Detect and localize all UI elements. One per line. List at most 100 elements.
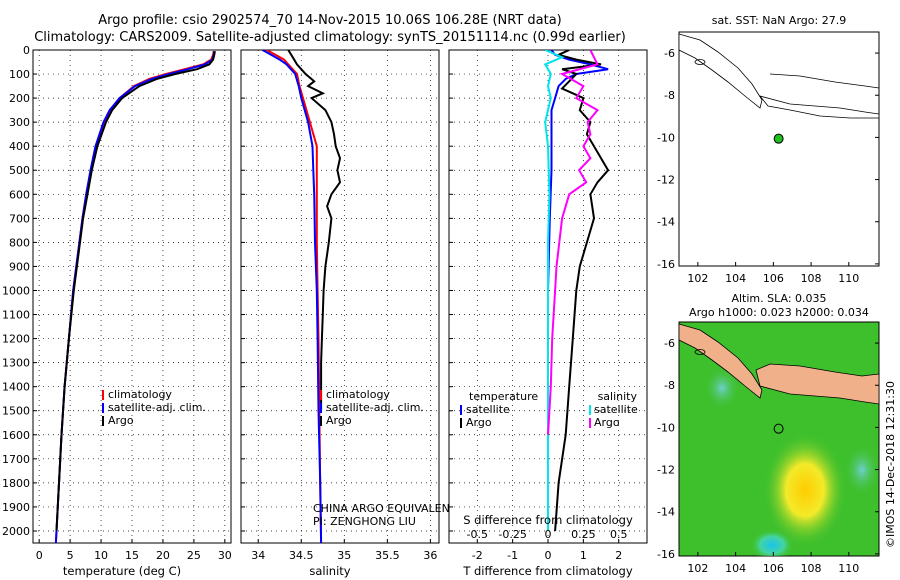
sst-map-lat-label: -14 (657, 216, 675, 229)
depth-tick-label: 1600 (2, 429, 30, 442)
depth-tick-label: 1700 (2, 453, 30, 466)
sla-map-anomaly-cyan (750, 529, 794, 556)
sla-map-anomaly-yellow (763, 432, 847, 548)
sst-map-lat-label: -6 (664, 47, 675, 60)
sla-map-lon-label: 110 (838, 562, 859, 575)
temperature-xtick-label: 25 (187, 549, 201, 562)
depth-tick-label: 1300 (2, 357, 30, 370)
salinity-xtick-label: 35 (337, 549, 351, 562)
sst-map-lon-label: 104 (725, 272, 746, 285)
sst-map-lon-label: 108 (801, 272, 822, 285)
sla-map-lat-label: -14 (657, 506, 675, 519)
sla-map-title-line2: Argo h1000: 0.023 h2000: 0.034 (689, 306, 869, 319)
depth-tick-label: 700 (9, 212, 30, 225)
diff-xtick2-label: -0.5 (467, 528, 488, 541)
salinity-legend-label: climatology (326, 388, 390, 401)
imos-watermark: ©IMOS 14-Dec-2018 12:31:30 (884, 381, 897, 548)
difference-series-s-argo (547, 50, 600, 435)
salinity-xtick-label: 34 (251, 549, 265, 562)
depth-tick-label: 200 (9, 92, 30, 105)
depth-tick-label: 1200 (2, 333, 30, 346)
sla-map-lat-label: -16 (657, 548, 675, 561)
depth-tick-label: 1100 (2, 309, 30, 322)
depth-tick-label: 1000 (2, 284, 30, 297)
sla-map-title-line1: Altim. SLA: 0.035 (731, 292, 826, 305)
salinity-plot-frame (240, 49, 440, 544)
sst-map-argo-marker (773, 133, 784, 144)
temperature-series-argo (55, 51, 216, 532)
temperature-legend-label: climatology (108, 388, 172, 401)
salinity-legend-label: Argo (326, 414, 352, 427)
sla-map-lon-label: 104 (725, 562, 746, 575)
salinity-annotation-line: CHINA ARGO EQUIVALENT (313, 502, 457, 515)
sst-map-lon-label: 102 (687, 272, 708, 285)
salinity-series-satellite-adj-clim- (262, 50, 323, 543)
sst-map-island (694, 59, 706, 65)
sst-map-frame (678, 31, 880, 267)
difference-xtick-label: 1 (580, 549, 587, 562)
sst-map-lat-label: -12 (657, 174, 675, 187)
temperature-xtick-label: 30 (218, 549, 232, 562)
diff-legend-temperature-label: Argo (466, 416, 492, 429)
depth-tick-label: 1400 (2, 381, 30, 394)
difference-series-t-argo (554, 50, 610, 532)
sla-map-lon-label: 102 (687, 562, 708, 575)
temperature-plot-frame (32, 49, 232, 544)
sla-map-anomaly-blue-west (704, 366, 740, 410)
depth-tick-label: 800 (9, 236, 30, 249)
sst-map-lat-label: -16 (657, 258, 675, 271)
difference-xtick-label: -1 (507, 549, 518, 562)
sla-map-lon-label: 106 (763, 562, 784, 575)
depth-tick-label: 500 (9, 164, 30, 177)
depth-tick-label: 1900 (2, 501, 30, 514)
sla-map-land-sumatra (679, 323, 763, 399)
sla-map-anomaly-blue-east (844, 444, 879, 496)
diff-legend-temperature-title: temperature (469, 390, 538, 403)
sla-map-argo-marker (773, 423, 784, 434)
sla-map-lat-label: -8 (664, 379, 675, 392)
sst-map-lat-label: -8 (664, 89, 675, 102)
temperature-xlabel: temperature (deg C) (63, 564, 181, 578)
diff-xlabel-salinity: S difference from climatology (463, 513, 633, 527)
temperature-xtick-label: 20 (156, 549, 170, 562)
difference-xlabel: T difference from climatology (462, 564, 633, 578)
sst-map: sat. SST: NaN Argo: 27.9 102 104 106 108 110… (657, 14, 880, 285)
temperature-xtick-label: 5 (67, 549, 74, 562)
sst-map-title: sat. SST: NaN Argo: 27.9 (712, 14, 846, 27)
sla-map-lat-label: -6 (664, 337, 675, 350)
depth-tick-label: 2000 (2, 525, 30, 538)
difference-panel: -2 -1 0 1 2 T difference from climatology temp… (448, 49, 648, 578)
sla-map-lon-label: 108 (801, 562, 822, 575)
difference-series-t-satellite (547, 50, 609, 531)
difference-series-s-satellite (543, 50, 565, 531)
salinity-legend-label: satellite-adj. clim. (326, 401, 424, 414)
temperature-legend-label: Argo (108, 414, 134, 427)
depth-tick-label: 1800 (2, 477, 30, 490)
temperature-legend-label: satellite-adj. clim. (108, 401, 206, 414)
diff-legend-temperature-label: satellite (466, 403, 510, 416)
salinity-series-argo (287, 50, 342, 411)
depth-tick-label: 400 (9, 140, 30, 153)
diff-legend-salinity-label: satellite (594, 403, 638, 416)
depth-tick-label: 900 (9, 260, 30, 273)
depth-tick-label: 600 (9, 188, 30, 201)
diff-xtick2-label: 0.25 (571, 528, 596, 541)
sla-map: Altim. SLA: 0.035 Argo h1000: 0.023 h200… (657, 292, 880, 575)
salinity-xtick-label: 35.5 (375, 549, 400, 562)
salinity-panel: 34 34.5 35 35.5 36 salinity climatologysatelli… (240, 49, 457, 578)
figure-title-line2: Climatology: CARS2009. Satellite-adjuste… (34, 30, 626, 45)
salinity-xtick-label: 34.5 (289, 549, 314, 562)
difference-xtick-label: 2 (615, 549, 622, 562)
sst-map-lon-label: 106 (763, 272, 784, 285)
sst-map-java-coast (758, 95, 879, 119)
figure-title-line1: Argo profile: csio 2902574_70 14-Nov-201… (98, 13, 562, 28)
temperature-xtick-label: 15 (125, 549, 139, 562)
salinity-xtick-label: 36 (423, 549, 437, 562)
diff-legend-salinity-title: salinity (598, 390, 638, 403)
temperature-xtick-label: 0 (36, 549, 43, 562)
diff-xtick2-label: 0.5 (610, 528, 628, 541)
sst-map-java-north (769, 73, 879, 89)
diff-xtick2-label: 0 (545, 528, 552, 541)
diff-legend-salinity-label: Argo (594, 416, 620, 429)
